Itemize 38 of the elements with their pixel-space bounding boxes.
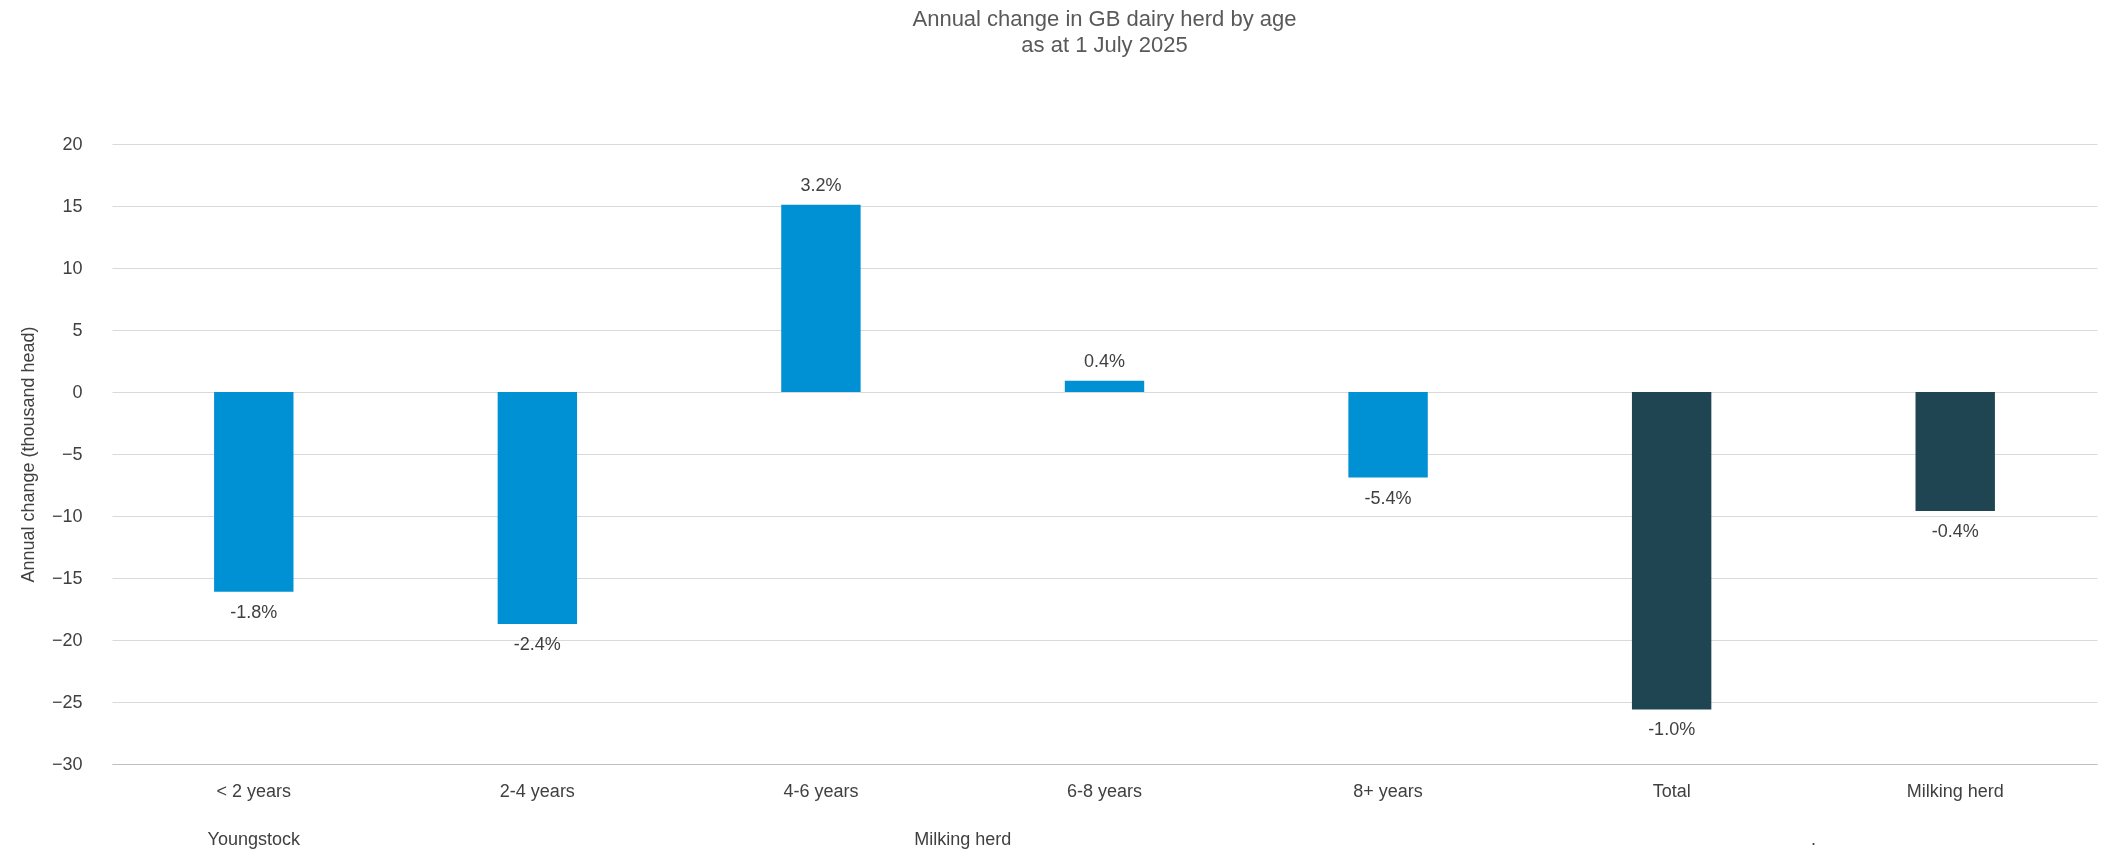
x-tick-label: Milking herd	[1906, 780, 2004, 801]
x-tick-label: < 2 years	[216, 780, 292, 801]
y-tick-label: −30	[51, 753, 83, 774]
bar	[1631, 392, 1712, 710]
y-tick-label: 20	[62, 133, 83, 154]
text: Milking herd	[914, 829, 1012, 849]
bar	[1915, 392, 1995, 512]
y-tick-label: 5	[72, 319, 83, 340]
y-tick-label: −15	[51, 567, 83, 588]
y-tick-label: 0	[72, 381, 83, 402]
y-axis-title: Annual change (thousand head)	[17, 326, 38, 583]
y-tick-label: −20	[51, 629, 83, 650]
chart-subtitle: as at 1 July 2025	[1021, 32, 1188, 57]
y-tick-label: −5	[61, 443, 83, 464]
annotation: -1.8%	[230, 601, 278, 622]
annotation: -5.4%	[1364, 487, 1412, 508]
x-tick-label: 2-4 years	[499, 780, 575, 801]
bar	[214, 392, 294, 592]
annotation: -1.0%	[1648, 719, 1696, 740]
y-tick-label: −25	[51, 691, 83, 712]
annotation: -2.4%	[513, 633, 561, 654]
x-tick-label: 4-6 years	[783, 780, 859, 801]
bar	[1064, 380, 1145, 392]
y-tick-label: 15	[62, 195, 83, 216]
annotation: 3.2%	[800, 174, 842, 195]
y-tick-label: 10	[62, 257, 83, 278]
annotation: -0.4%	[1931, 521, 1979, 542]
chart-title: Annual change in GB dairy herd by age	[912, 6, 1297, 31]
y-tick-label: −10	[51, 505, 83, 526]
text: Youngstock	[207, 829, 301, 849]
bar	[1348, 392, 1428, 478]
x-tick-label: Total	[1652, 780, 1691, 801]
bar	[497, 392, 578, 624]
x-tick-label: 8+ years	[1353, 780, 1423, 801]
annotation: 0.4%	[1083, 350, 1126, 371]
text: .	[1810, 829, 1816, 849]
bar	[781, 204, 861, 392]
x-tick-label: 6-8 years	[1066, 780, 1143, 801]
